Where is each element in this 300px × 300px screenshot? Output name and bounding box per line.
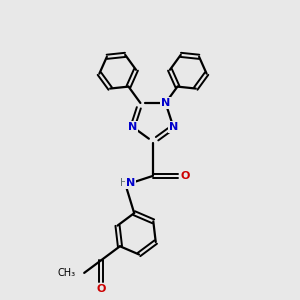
Text: N: N <box>128 122 137 132</box>
Text: N: N <box>126 178 135 188</box>
Text: H: H <box>120 178 128 188</box>
Text: O: O <box>180 171 190 181</box>
Text: N: N <box>169 122 178 132</box>
Text: CH₃: CH₃ <box>58 268 76 278</box>
Text: N: N <box>161 98 170 108</box>
Text: O: O <box>97 284 106 294</box>
